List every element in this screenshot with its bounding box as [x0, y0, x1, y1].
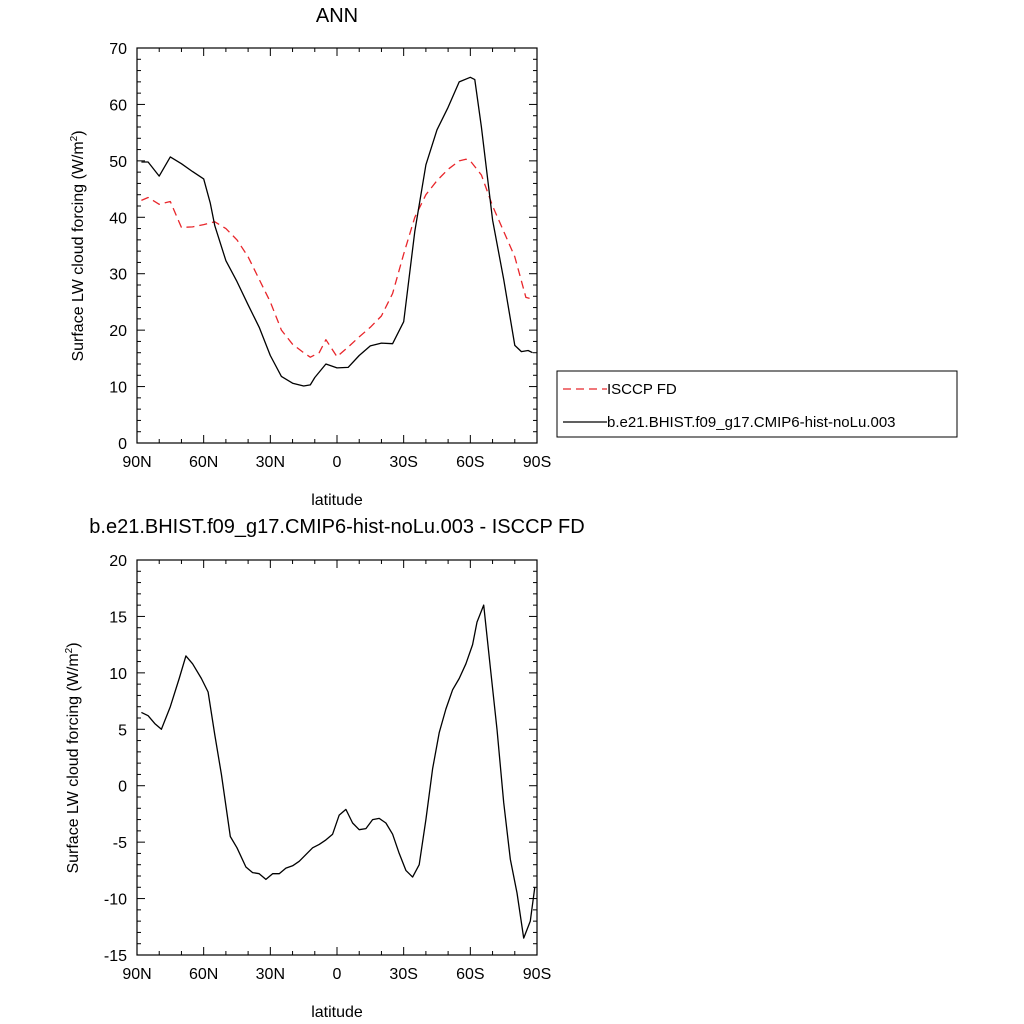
bottom-chart-series: [141, 604, 536, 939]
y-tick-label: 20: [109, 553, 127, 570]
y-tick-label: -10: [104, 892, 127, 909]
x-tick-label: 90N: [122, 454, 151, 471]
bottom-chart: b.e21.BHIST.f09_g17.CMIP6-hist-noLu.003 …: [64, 516, 585, 1021]
top-series-line-1: [141, 76, 533, 387]
bottom-chart-xlabel: latitude: [311, 1004, 363, 1021]
x-tick-label: 60S: [456, 966, 484, 983]
y-tick-label: 60: [109, 97, 127, 114]
bottom-series-line-0: [141, 604, 536, 939]
y-tick-label: 0: [118, 779, 127, 796]
top-chart-plot-frame: [136, 47, 538, 444]
bottom-chart-title: b.e21.BHIST.f09_g17.CMIP6-hist-noLu.003 …: [89, 516, 584, 538]
x-tick-label: 60N: [189, 966, 218, 983]
y-tick-label: 50: [109, 154, 127, 171]
top-chart-title: ANN: [316, 5, 358, 27]
x-tick-label: 60N: [189, 454, 218, 471]
x-tick-label: 90N: [122, 966, 151, 983]
x-tick-label: 90S: [523, 966, 551, 983]
x-tick-label: 30S: [389, 454, 417, 471]
x-tick-label: 0: [333, 966, 342, 983]
x-tick-label: 30N: [256, 966, 285, 983]
top-chart: ANN 90N 60N 30N 0 30S 60S 90S 0 10 20 30 40 50 60 70 l…: [69, 5, 958, 509]
bottom-chart-ticks: 90N 60N 30N 0 30S 60S 90S -15 -10 -5 0 5 10 15 20: [104, 553, 551, 983]
x-tick-label: 90S: [523, 454, 551, 471]
top-series-line-0: [141, 158, 533, 358]
y-tick-label: -15: [104, 948, 127, 965]
top-chart-ticks: 90N 60N 30N 0 30S 60S 90S 0 10 20 30 40 50 60 70: [109, 41, 551, 471]
bottom-chart-plot-frame: [136, 559, 538, 956]
y-tick-label: 15: [109, 609, 127, 626]
bottom-chart-ylabel-main: Surface LW cloud forcing (W/m: [65, 653, 82, 873]
top-chart-ylabel: Surface LW cloud forcing (W/m2): [69, 130, 87, 361]
y-tick-label: 70: [109, 41, 127, 58]
bottom-chart-ylabel-end: ): [65, 642, 82, 647]
x-tick-label: 30N: [256, 454, 285, 471]
y-tick-label: 40: [109, 210, 127, 227]
x-tick-label: 30S: [389, 966, 417, 983]
top-chart-ylabel-main: Surface LW cloud forcing (W/m: [70, 141, 87, 361]
top-chart-ylabel-sup: 2: [69, 135, 80, 141]
top-chart-legend: ISCCP FD b.e21.BHIST.f09_g17.CMIP6-hist-…: [556, 370, 958, 438]
y-tick-label: 0: [118, 436, 127, 453]
bottom-chart-ylabel: Surface LW cloud forcing (W/m2): [64, 642, 82, 873]
legend-label-isccp: ISCCP FD: [607, 381, 677, 398]
legend-label-model: b.e21.BHIST.f09_g17.CMIP6-hist-noLu.003: [607, 414, 896, 431]
x-tick-label: 0: [333, 454, 342, 471]
y-tick-label: 10: [109, 380, 127, 397]
y-tick-label: 20: [109, 323, 127, 340]
legend-box: [556, 370, 958, 438]
top-chart-ylabel-end: ): [70, 130, 87, 135]
top-chart-series: [141, 76, 533, 387]
y-tick-label: 30: [109, 267, 127, 284]
top-chart-xlabel: latitude: [311, 492, 363, 509]
y-tick-label: -5: [113, 835, 127, 852]
x-tick-label: 60S: [456, 454, 484, 471]
y-tick-label: 10: [109, 666, 127, 683]
y-tick-label: 5: [118, 722, 127, 739]
bottom-chart-ylabel-sup: 2: [64, 647, 75, 653]
